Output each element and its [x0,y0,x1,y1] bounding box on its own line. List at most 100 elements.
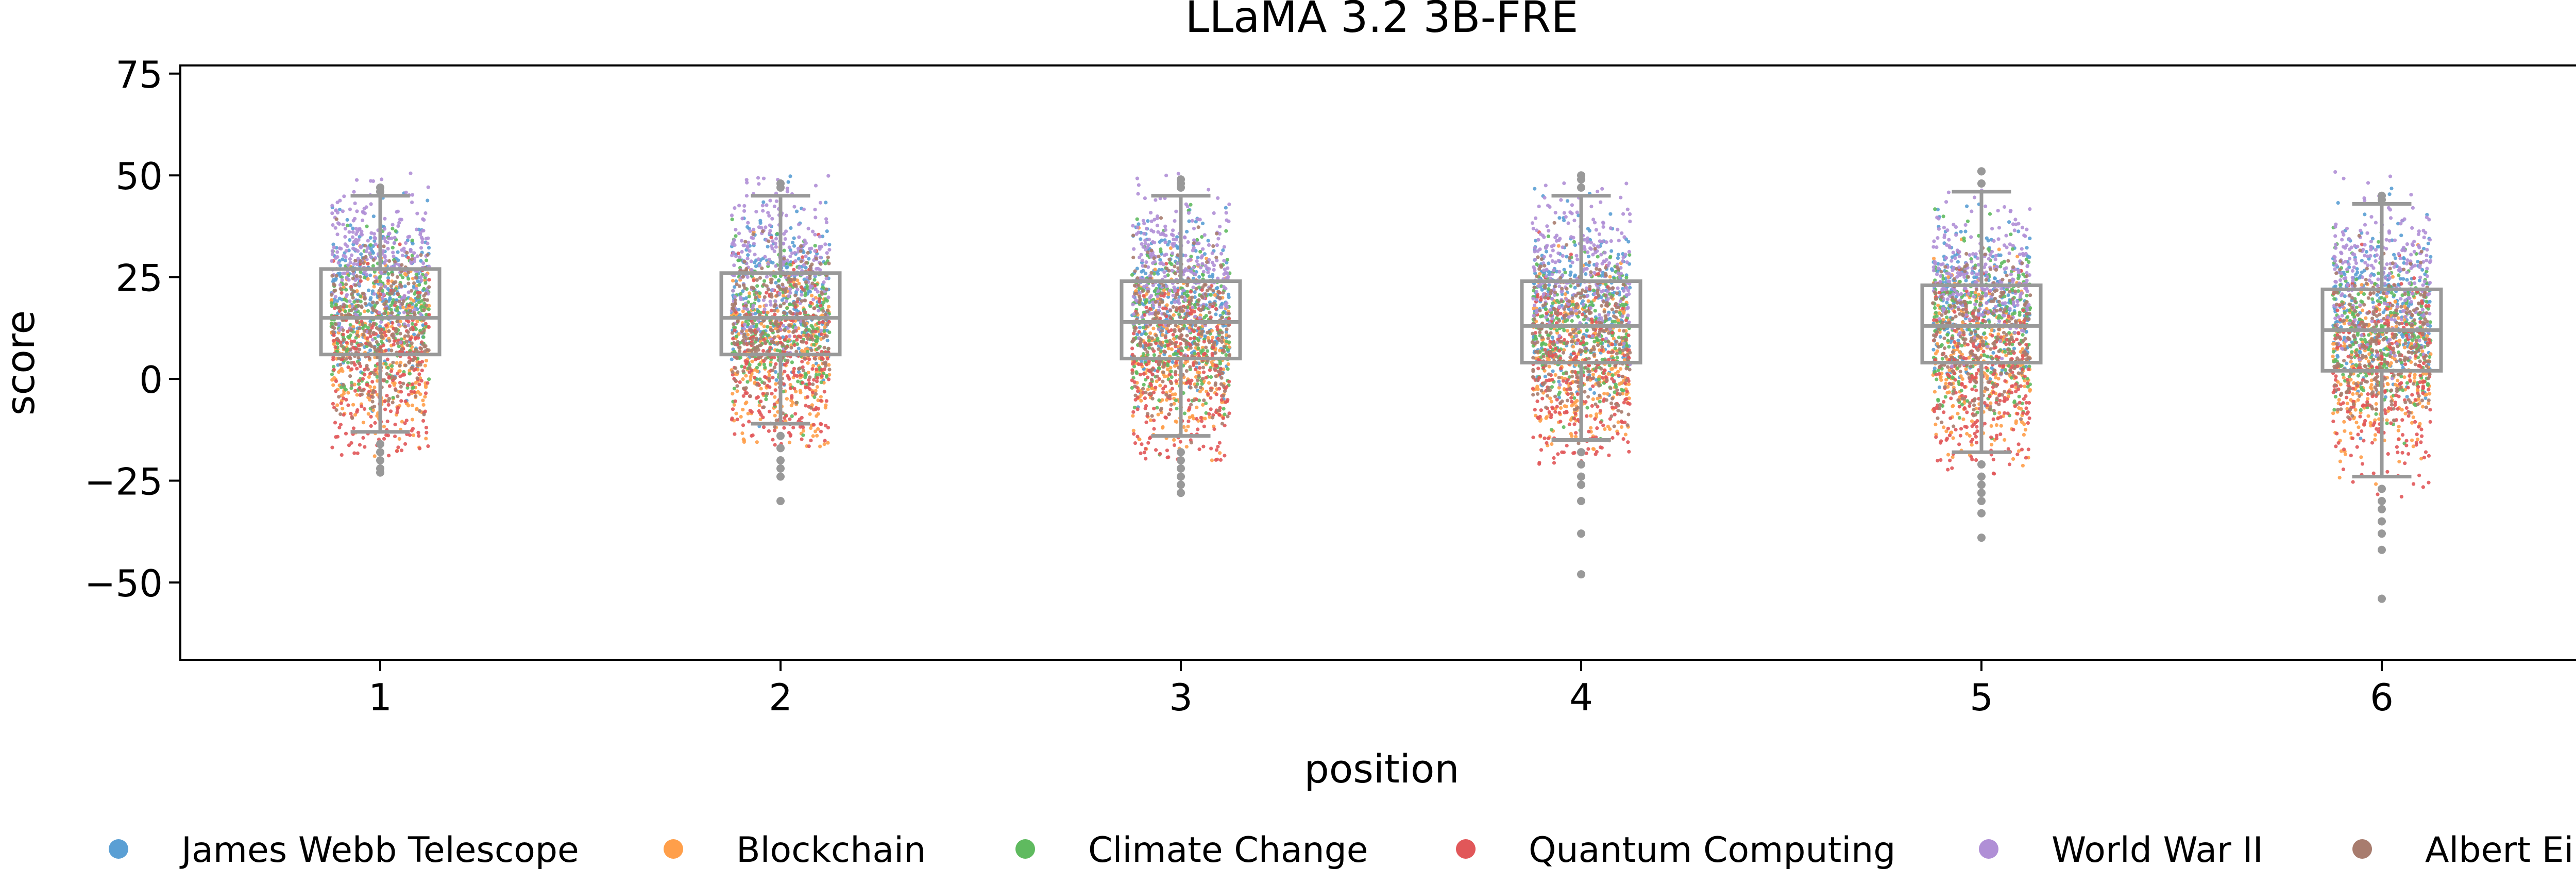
strip-point [391,401,395,405]
strip-point [1156,369,1160,373]
strip-point [738,380,742,385]
strip-point [1161,262,1165,266]
strip-point [1179,305,1183,309]
strip-point [427,377,431,381]
strip-point [762,405,766,409]
strip-point [1194,287,1198,291]
strip-point [1212,427,1216,431]
strip-point [785,190,789,194]
strip-point [421,228,426,232]
strip-point [406,330,410,335]
strip-point [783,328,787,332]
strip-point [1163,334,1167,338]
strip-point [743,402,748,406]
strip-point [343,346,347,351]
strip-point [384,334,388,338]
strip-point [1207,267,1211,271]
strip-point [795,209,799,213]
strip-point [734,378,738,382]
strip-point [804,341,808,345]
strip-point [800,437,804,441]
strip-point [1139,451,1143,456]
strip-point [377,294,381,298]
strip-point [734,356,738,360]
strip-point [349,411,353,416]
strip-point [1215,457,1219,461]
strip-point [375,301,379,305]
strip-point [369,255,373,259]
strip-point [1185,334,1189,338]
strip-point [776,329,780,334]
strip-point [1206,349,1210,353]
strip-point [399,337,403,341]
strip-point [1573,243,1577,247]
strip-point [372,285,376,289]
strip-point [1148,381,1153,386]
strip-point [1148,331,1153,336]
strip-point [788,254,792,258]
strip-point [1143,196,1147,201]
strip-point [352,339,357,343]
strip-point [827,363,831,367]
strip-point [1214,312,1218,316]
strip-point [355,408,360,412]
strip-point [1160,329,1164,333]
strip-point [757,403,761,408]
strip-point [382,424,386,429]
strip-point [338,412,343,416]
strip-point [806,361,810,365]
strip-point [400,263,404,267]
strip-point [735,418,739,422]
strip-point [795,374,799,378]
strip-point [366,239,370,243]
strip-point [337,425,342,430]
strip-point [340,344,344,348]
strip-point [814,406,818,410]
strip-point [730,331,735,335]
strip-point [737,284,741,288]
strip-point [333,278,337,282]
strip-point [338,362,343,367]
strip-point [1201,365,1206,370]
strip-point [775,322,779,326]
strip-point [1204,376,1208,380]
strip-point [782,232,786,236]
strip-point [371,389,376,393]
strip-point [1217,441,1222,445]
strip-point [1192,310,1196,314]
strip-point [1223,412,1227,416]
strip-point [413,307,417,312]
strip-point [800,339,804,344]
strip-point [1224,400,1228,404]
strip-point [360,232,364,237]
strip-point [366,326,370,330]
strip-point [1200,254,1205,258]
strip-point [334,322,338,326]
strip-point [1212,301,1216,306]
strip-point [408,433,412,437]
strip-point [419,275,423,279]
strip-point [813,232,817,237]
strip-point [408,372,412,376]
strip-point [1194,324,1198,328]
strip-point [1181,288,1185,292]
strip-point [358,443,362,447]
strip-point [811,382,815,387]
strip-point [344,282,348,287]
strip-point [1178,315,1182,319]
strip-point [734,227,738,232]
strip-point [392,343,396,347]
strip-point [359,299,363,304]
strip-point [352,262,356,266]
strip-point [768,385,772,389]
strip-point [1218,458,1223,462]
strip-point [411,382,415,387]
strip-point [354,232,359,236]
strip-point [807,381,811,386]
strip-point [767,373,771,377]
strip-point [1219,305,1224,309]
strip-point [401,305,405,309]
strip-point [739,239,744,243]
strip-point [348,304,352,308]
strip-point [743,240,748,244]
